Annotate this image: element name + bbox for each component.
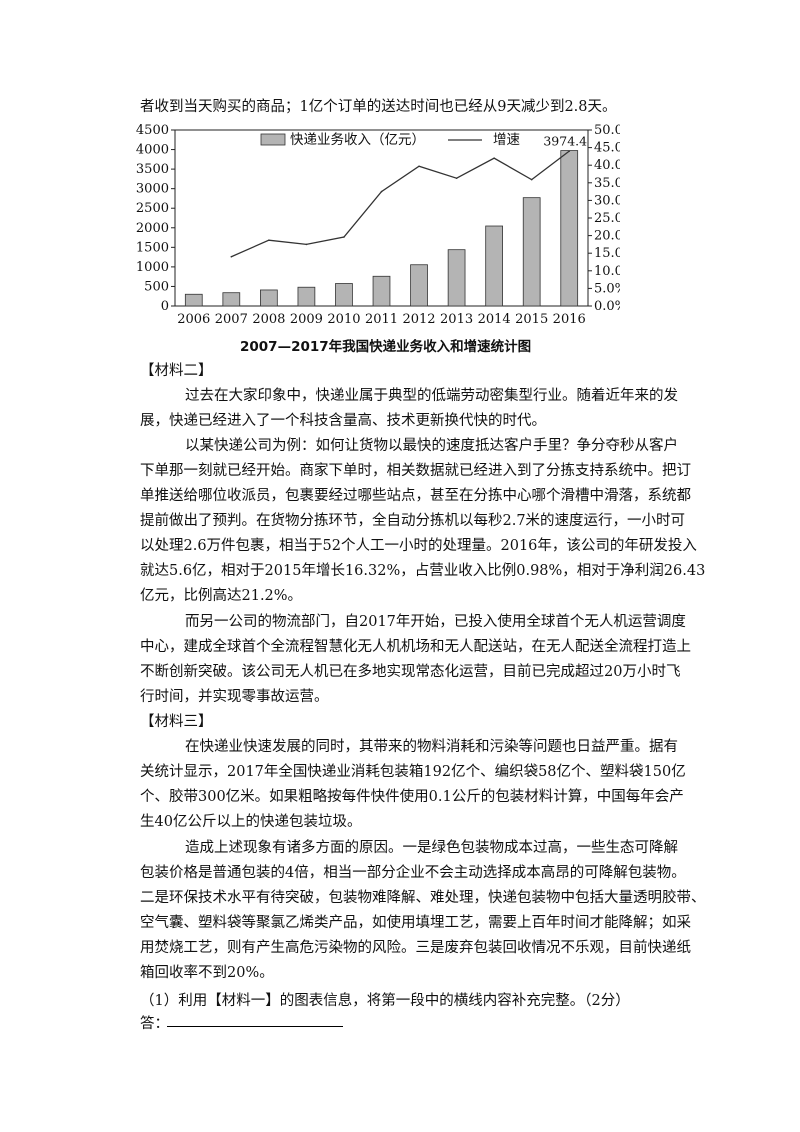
paragraph-line: 中心，建成全球首个全流程智慧化无人机机场和无人配送站，在无人配送全流程打造上	[140, 639, 691, 655]
bar-2011	[372, 275, 391, 307]
paragraph-line: 二是环保技术水平有待突破，包装物难降解、难处理，快递包装物中包括大量透明胶带、	[140, 890, 706, 906]
bar-2014	[485, 225, 503, 307]
x-tick-label: 2012	[402, 312, 435, 327]
y-left-tick-label: 3000	[136, 182, 169, 197]
growth-point-2013	[455, 177, 458, 180]
y-left-tick-label: 4500	[136, 123, 169, 138]
growth-point-2012	[418, 165, 420, 168]
x-tick-label: 2014	[478, 312, 511, 327]
y-left-tick-label: 4000	[136, 143, 169, 158]
paragraph-line: 行时间，并实现零事故运营。	[140, 689, 329, 705]
paragraph-line: 以处理2.6万件包裹，相当于52个人工一小时的处理量。2016年，该公司的年研发…	[140, 538, 697, 554]
y-right-tick-label: 30.0%	[594, 193, 620, 208]
paragraph-line: 关统计显示，2017年全国快递业消耗包装箱192亿个、编织袋58亿个、塑料袋15…	[140, 764, 686, 780]
paragraph-line: 在快递业快速发展的同时，其带来的物料消耗和污染等问题也日益严重。据有	[185, 739, 678, 755]
bar-2009	[297, 286, 316, 307]
x-tick-label: 2008	[252, 312, 285, 327]
x-tick-label: 2011	[365, 312, 398, 327]
y-left-tick-label: 2500	[136, 201, 169, 216]
y-right-tick-label: 0.0%	[594, 299, 620, 314]
paragraph-line: 过去在大家印象中，快递业属于典型的低端劳动密集型行业。随着近年来的发	[185, 388, 678, 404]
x-tick-label: 2010	[327, 312, 360, 327]
paragraph-line: 提前做出了预判。在货物分拣环节，全自动分拣机以每秒2.7米的速度运行，一小时可	[140, 513, 686, 529]
y-right-tick-label: 5.0%	[594, 281, 620, 296]
growth-point-2011	[380, 190, 383, 193]
bar-2015	[522, 197, 541, 307]
bar-data-label: 3974.4	[543, 134, 587, 149]
y-left-tick-label: 0	[161, 299, 169, 314]
y-right-tick-label: 20.0%	[594, 229, 620, 244]
chart-title: 2007—2017年我国快递业务收入和增速统计图	[240, 339, 532, 355]
bar-2007	[222, 292, 241, 307]
x-tick-label: 2015	[515, 312, 548, 327]
paragraph-line: 展，快递已经进入了一个科技含量高、技术更新换代快的时代。	[140, 413, 546, 429]
bar-2013	[447, 249, 466, 307]
bar-2010	[335, 283, 353, 307]
answer-label: 答：	[140, 1016, 169, 1032]
y-right-tick-label: 15.0%	[594, 246, 620, 261]
y-right-tick-label: 25.0%	[594, 211, 620, 226]
x-tick-label: 2016	[553, 312, 586, 327]
material2-heading: 【材料二】	[140, 363, 213, 379]
paragraph-line: 生40亿公斤以上的快递包装垃圾。	[140, 814, 362, 830]
growth-point-2016	[568, 150, 571, 152]
paragraph-line: 单推送给哪位收派员，包裹要经过哪些站点，甚至在分拣中心哪个滑槽中滑落，系统都	[140, 488, 691, 504]
legend-bar-label: 快递业务收入（亿元）	[290, 132, 425, 148]
paragraph-line: 空气囊、塑料袋等聚氯乙烯类产品，如使用填埋工艺，需要上百年时间才能降解；如采	[140, 915, 691, 931]
x-tick-label: 2013	[440, 312, 473, 327]
y-right-tick-label: 40.0%	[594, 158, 620, 173]
y-left-tick-label: 2000	[136, 221, 169, 236]
paragraph-line: 下单那一刻就已经开始。商家下单时，相关数据就已经进入到了分拣支持系统中。把订	[140, 463, 691, 479]
question-1: （1）利用【材料一】的图表信息，将第一段中的横线内容补充完整。（2分）	[140, 993, 630, 1009]
material3-heading: 【材料三】	[140, 714, 213, 730]
legend-bar-swatch	[260, 133, 286, 146]
x-tick-label: 2007	[215, 312, 248, 327]
growth-point-2009	[305, 243, 308, 246]
y-left-tick-label: 500	[144, 279, 169, 294]
paragraph-line: 不断创新突破。该公司无人机已在多地实现常态化运营，目前已完成超过20万小时飞	[140, 664, 681, 680]
intro-line: 者收到当天购买的商品；1亿个订单的送达时间也已经从9天减少到2.8天。	[140, 99, 617, 115]
paragraph-line: 就达5.6亿，相对于2015年增长16.32%，占营业收入比例0.98%，相对于…	[140, 563, 706, 579]
paragraph-line: 以某快递公司为例：如何让货物以最快的速度抵达客户手里？争分夺秒从客户	[185, 438, 678, 454]
y-left-tick-label: 1500	[136, 240, 169, 255]
y-right-tick-label: 10.0%	[594, 264, 620, 279]
answer-blank[interactable]	[167, 1025, 343, 1027]
y-left-tick-label: 3500	[136, 162, 169, 177]
growth-point-2015	[530, 178, 533, 181]
bar-2012	[410, 264, 428, 307]
y-right-tick-label: 35.0%	[594, 176, 620, 191]
y-right-tick-label: 50.0%	[594, 123, 620, 138]
paragraph-line: 个、胶带300亿米。如果粗略按每件快件使用0.1公斤的包装材料计算，中国每年会产	[140, 789, 684, 805]
bar-2008	[260, 289, 278, 307]
paragraph-line: 造成上述现象有诸多方面的原因。一是绿色包装物成本过高，一些生态可降解	[185, 840, 678, 856]
paragraph-line: 而另一公司的物流部门，自2017年开始，已投入使用全球首个无人机运营调度	[185, 614, 686, 630]
growth-point-2014	[493, 157, 495, 159]
revenue-growth-chart: 0 500 1000 1500 2000 2500 3000 3500 4000 4500 0.0%…	[136, 123, 620, 327]
x-tick-label: 2009	[290, 312, 323, 327]
x-tick-label: 2006	[177, 312, 210, 327]
paragraph-line: 用焚烧工艺，则有产生高危污染物的风险。三是废弃包装回收情况不乐观，目前快递纸	[140, 940, 691, 956]
bar-2006	[184, 293, 203, 307]
paragraph-line: 箱回收率不到20%。	[140, 965, 274, 981]
growth-point-2007	[230, 255, 233, 258]
growth-point-2010	[343, 236, 345, 238]
y-left-tick-label: 1000	[136, 260, 169, 275]
bar-2016	[560, 150, 579, 307]
paragraph-line: 包装价格是普通包装的4倍，相当一部分企业不会主动选择成本高昂的可降解包装物。	[140, 865, 686, 881]
legend-line-label: 增速	[493, 132, 520, 148]
growth-point-2008	[268, 239, 270, 241]
paragraph-line: 亿元，比例高达21.2%。	[140, 588, 303, 604]
y-right-tick-label: 45.0%	[594, 141, 620, 156]
growth-line	[231, 150, 570, 258]
